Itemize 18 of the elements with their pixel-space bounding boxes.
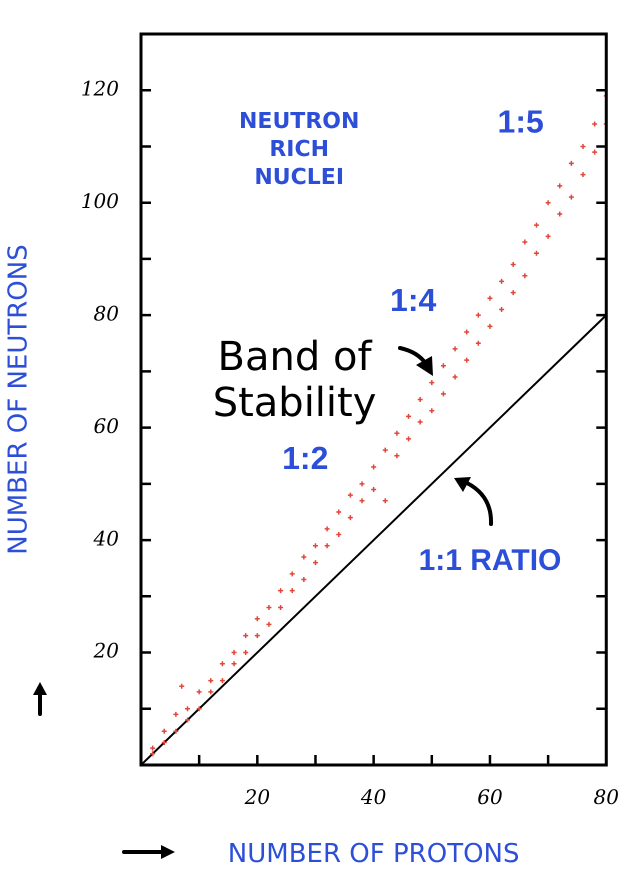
x-tick-label: 60: [477, 785, 503, 810]
annotation: 1:2: [282, 440, 328, 476]
y-tick-label: 40: [92, 526, 120, 550]
annotation: 1:1 RATIO: [418, 544, 562, 578]
y-tick-label: 100: [80, 188, 120, 213]
annotation: 1:5: [498, 104, 544, 140]
x-axis-title: NUMBER OF PROTONS: [228, 839, 520, 870]
y-tick-label: 60: [94, 414, 120, 438]
x-tick-label: 40: [360, 785, 387, 810]
y-tick-label: 80: [94, 301, 120, 326]
y-tick-label: 120: [80, 76, 120, 100]
annotation: Band of Stability: [212, 334, 376, 426]
y-axis-title: NUMBER OF NEUTRONS: [3, 244, 34, 555]
y-tick-label: 20: [92, 638, 120, 663]
x-tick-label: 20: [244, 785, 270, 810]
x-tick-label: 80: [594, 785, 620, 810]
annotation: 1:4: [390, 282, 437, 318]
annotation: NEUTRON RICH NUCLEI: [239, 108, 360, 190]
